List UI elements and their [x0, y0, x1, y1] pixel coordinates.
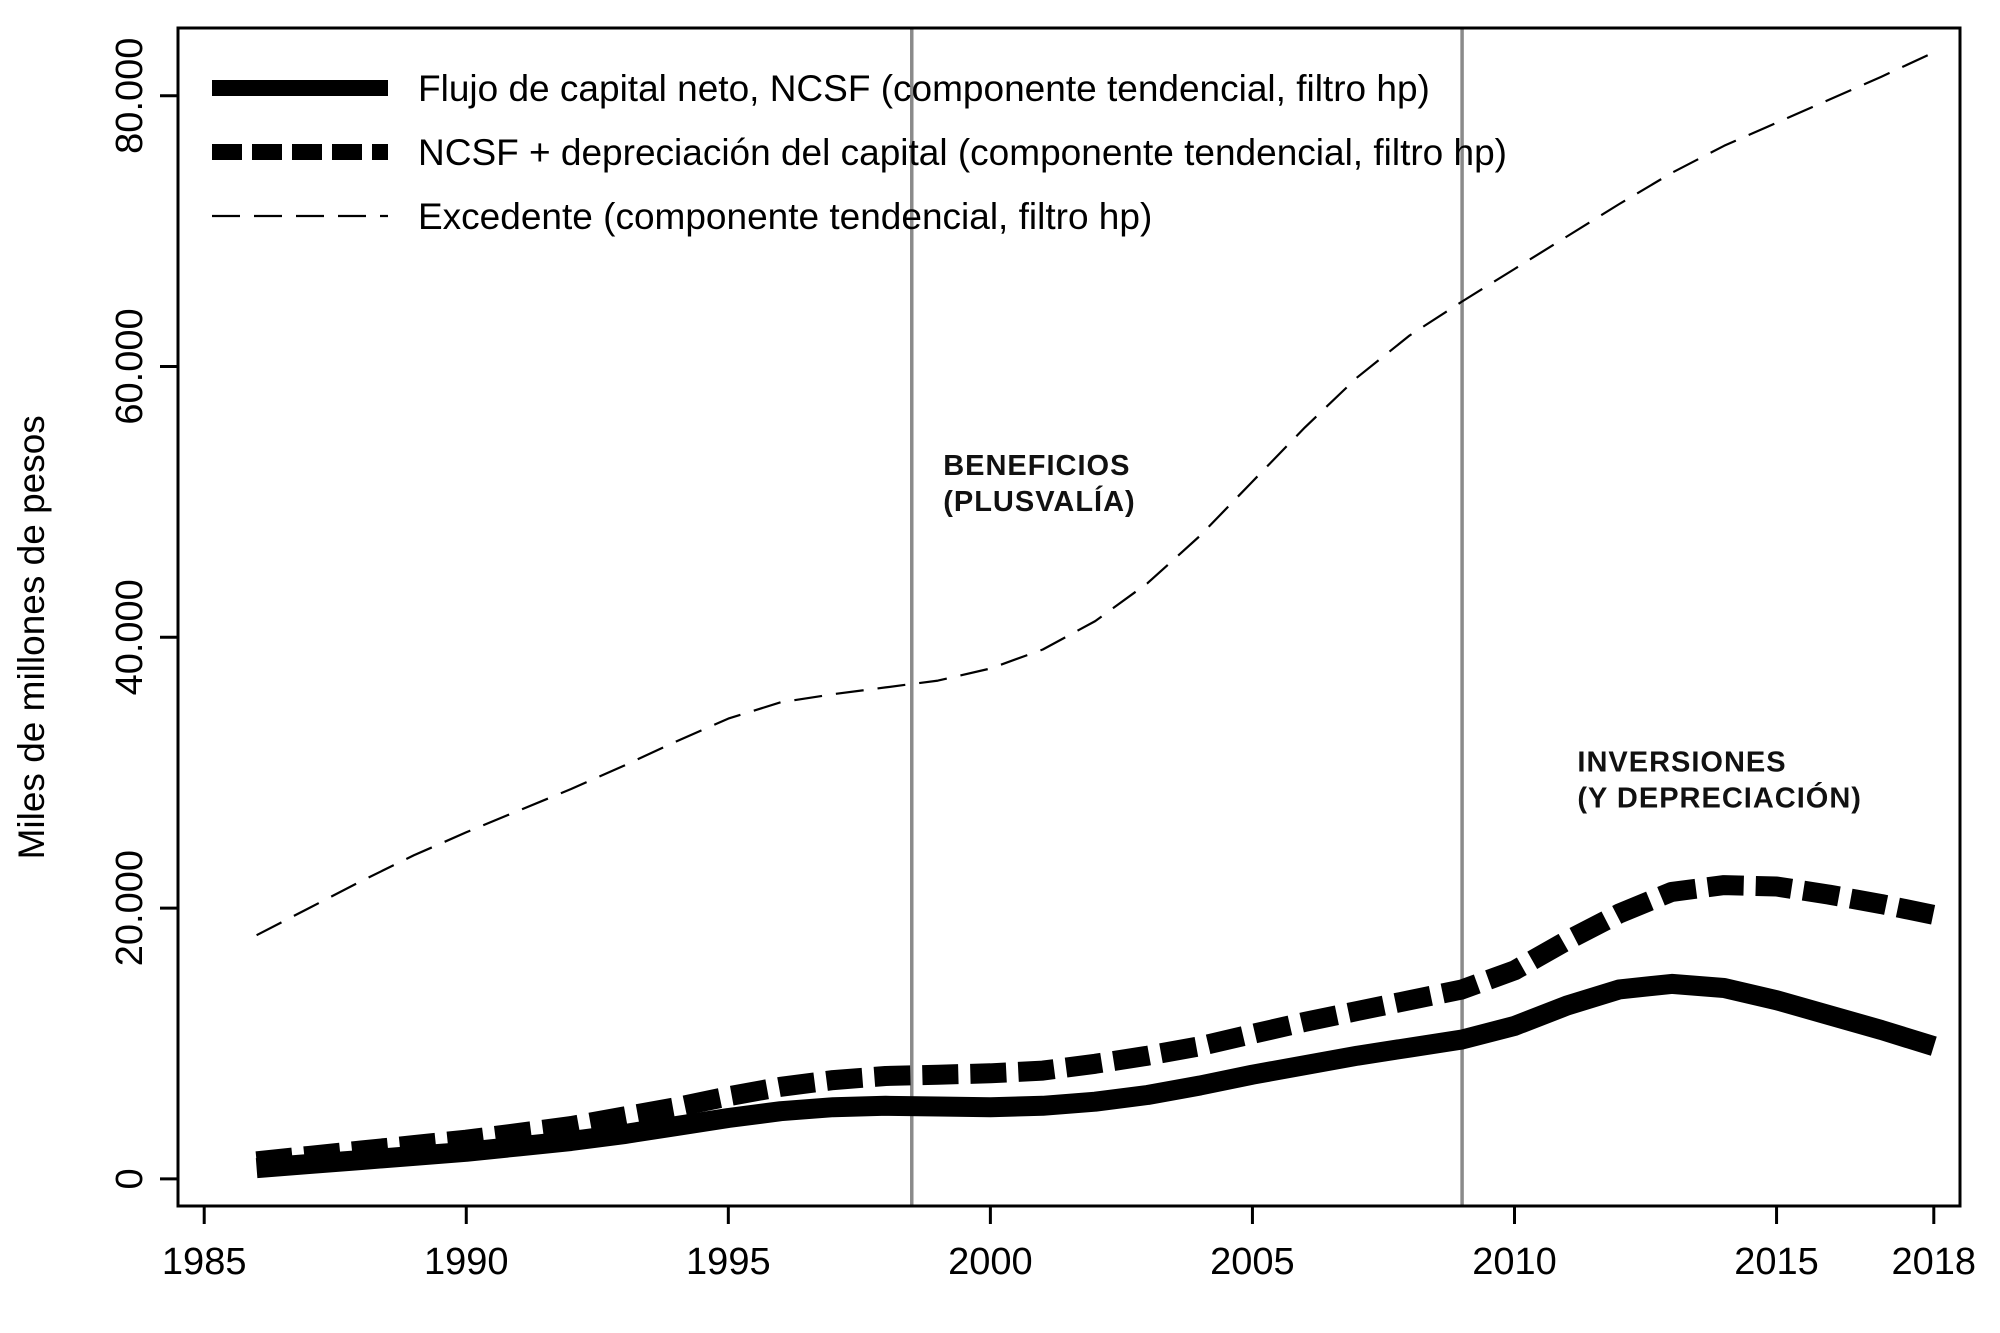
x-tick-label: 1990: [424, 1241, 509, 1283]
reference-lines: [910, 28, 1464, 1206]
y-tick-label: 0: [109, 1168, 151, 1189]
annotation-text: INVERSIONES: [1577, 746, 1786, 778]
x-tick-label: 1985: [162, 1241, 247, 1283]
legend-label-2: Excedente (componente tendencial, filtro…: [418, 196, 1152, 237]
y-tick-label: 80.000: [109, 38, 151, 154]
series-line-1: [255, 875, 1936, 1172]
x-tick-label: 1995: [686, 1241, 771, 1283]
plot-frame: [176, 26, 1962, 1208]
annotations: BENEFICIOS(PLUSVALÍA) INVERSIONES (Y DEPR…: [943, 450, 1862, 815]
x-axis: 1985 1990 1995 2000 2005 2010 2015 2018: [162, 1206, 1976, 1283]
x-tick-label: 2015: [1734, 1241, 1819, 1283]
legend: Flujo de capital neto, NCSF (componente …: [212, 68, 1507, 237]
series-layer: [255, 51, 1937, 1179]
legend-label-1: NCSF + depreciación del capital (compone…: [418, 132, 1507, 173]
x-tick-label: 2018: [1892, 1241, 1977, 1283]
x-tick-label: 2010: [1472, 1241, 1557, 1283]
x-tick-label: 2000: [948, 1241, 1033, 1283]
y-axis: 0 20.000 40.000 60.000 80.000: [109, 38, 178, 1189]
series-line-2: [256, 51, 1935, 937]
x-tick-label: 2005: [1210, 1241, 1295, 1283]
annotation-text: (Y DEPRECIACIÓN): [1577, 780, 1862, 814]
series-line-0: [255, 973, 1937, 1179]
annotation-text: BENEFICIOS: [943, 450, 1130, 482]
annotation-text: (PLUSVALÍA): [943, 484, 1136, 518]
y-tick-label: 60.000: [109, 308, 151, 424]
y-tick-label: 40.000: [109, 579, 151, 695]
y-tick-label: 20.000: [109, 850, 151, 966]
legend-label-0: Flujo de capital neto, NCSF (componente …: [418, 68, 1430, 109]
y-axis-label: Miles de millones de pesos: [11, 415, 52, 859]
